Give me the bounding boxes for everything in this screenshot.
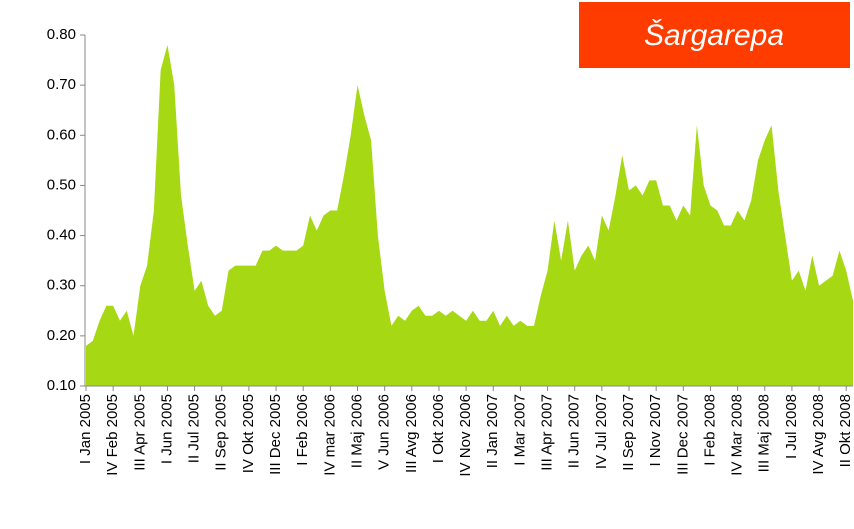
x-tick-label: IV Nov 2006	[457, 394, 474, 477]
x-tick-label: V Jun 2006	[376, 394, 393, 470]
y-tick-label: 0.10	[47, 377, 76, 394]
x-tick-label: I Jul 2008	[783, 394, 800, 459]
x-tick-label: III Apr 2005	[131, 394, 148, 471]
x-tick-label: III Dec 2005	[267, 394, 284, 475]
x-tick-label: I Feb 2008	[701, 394, 718, 466]
x-tick-label: II Jan 2007	[484, 394, 501, 468]
area	[86, 45, 853, 386]
x-tick-label: IV Okt 2005	[240, 394, 257, 473]
x-tick-label: II Okt 2008	[837, 394, 854, 467]
x-tick-label: II Jul 2005	[186, 394, 203, 463]
x-tick-label: IV Mar 2008	[729, 394, 746, 476]
y-tick-label: 0.70	[47, 76, 76, 93]
x-tick-label: IV Feb 2005	[104, 394, 121, 476]
x-tick-label: IV Jul 2007	[593, 394, 610, 469]
y-tick-label: 0.30	[47, 277, 76, 294]
x-tick-label: III Maj 2008	[756, 394, 773, 472]
x-tick-label: IV mar 2006	[321, 394, 338, 476]
x-tick-label: II Sep 2005	[213, 394, 230, 471]
x-tick-label: III Avg 2006	[403, 394, 420, 473]
title-box	[579, 2, 850, 68]
x-tick-label: I Okt 2006	[430, 394, 447, 463]
y-tick-label: 0.40	[47, 227, 76, 244]
x-tick-label: II Maj 2006	[348, 394, 365, 468]
y-tick-label: 0.20	[47, 327, 76, 344]
x-tick-label: III Apr 2007	[539, 394, 556, 471]
x-tick-label: III Dec 2007	[674, 394, 691, 475]
x-tick-label: I Jun 2005	[158, 394, 175, 464]
x-tick-label: I Jan 2005	[77, 394, 94, 464]
y-tick-label: 0.60	[47, 126, 76, 143]
x-tick-label: II Sep 2007	[620, 394, 637, 471]
chart-title: Šargarepa	[644, 18, 784, 52]
x-tick-label: IV Avg 2008	[810, 394, 827, 475]
y-tick-label: 0.50	[47, 176, 76, 193]
x-tick-label: I Mar 2007	[511, 394, 528, 466]
y-tick-label: 0.80	[47, 26, 76, 43]
x-tick-label: I Feb 2006	[294, 394, 311, 466]
x-tick-label: II Jun 2007	[566, 394, 583, 468]
x-tick-label: I Nov 2007	[647, 394, 664, 467]
